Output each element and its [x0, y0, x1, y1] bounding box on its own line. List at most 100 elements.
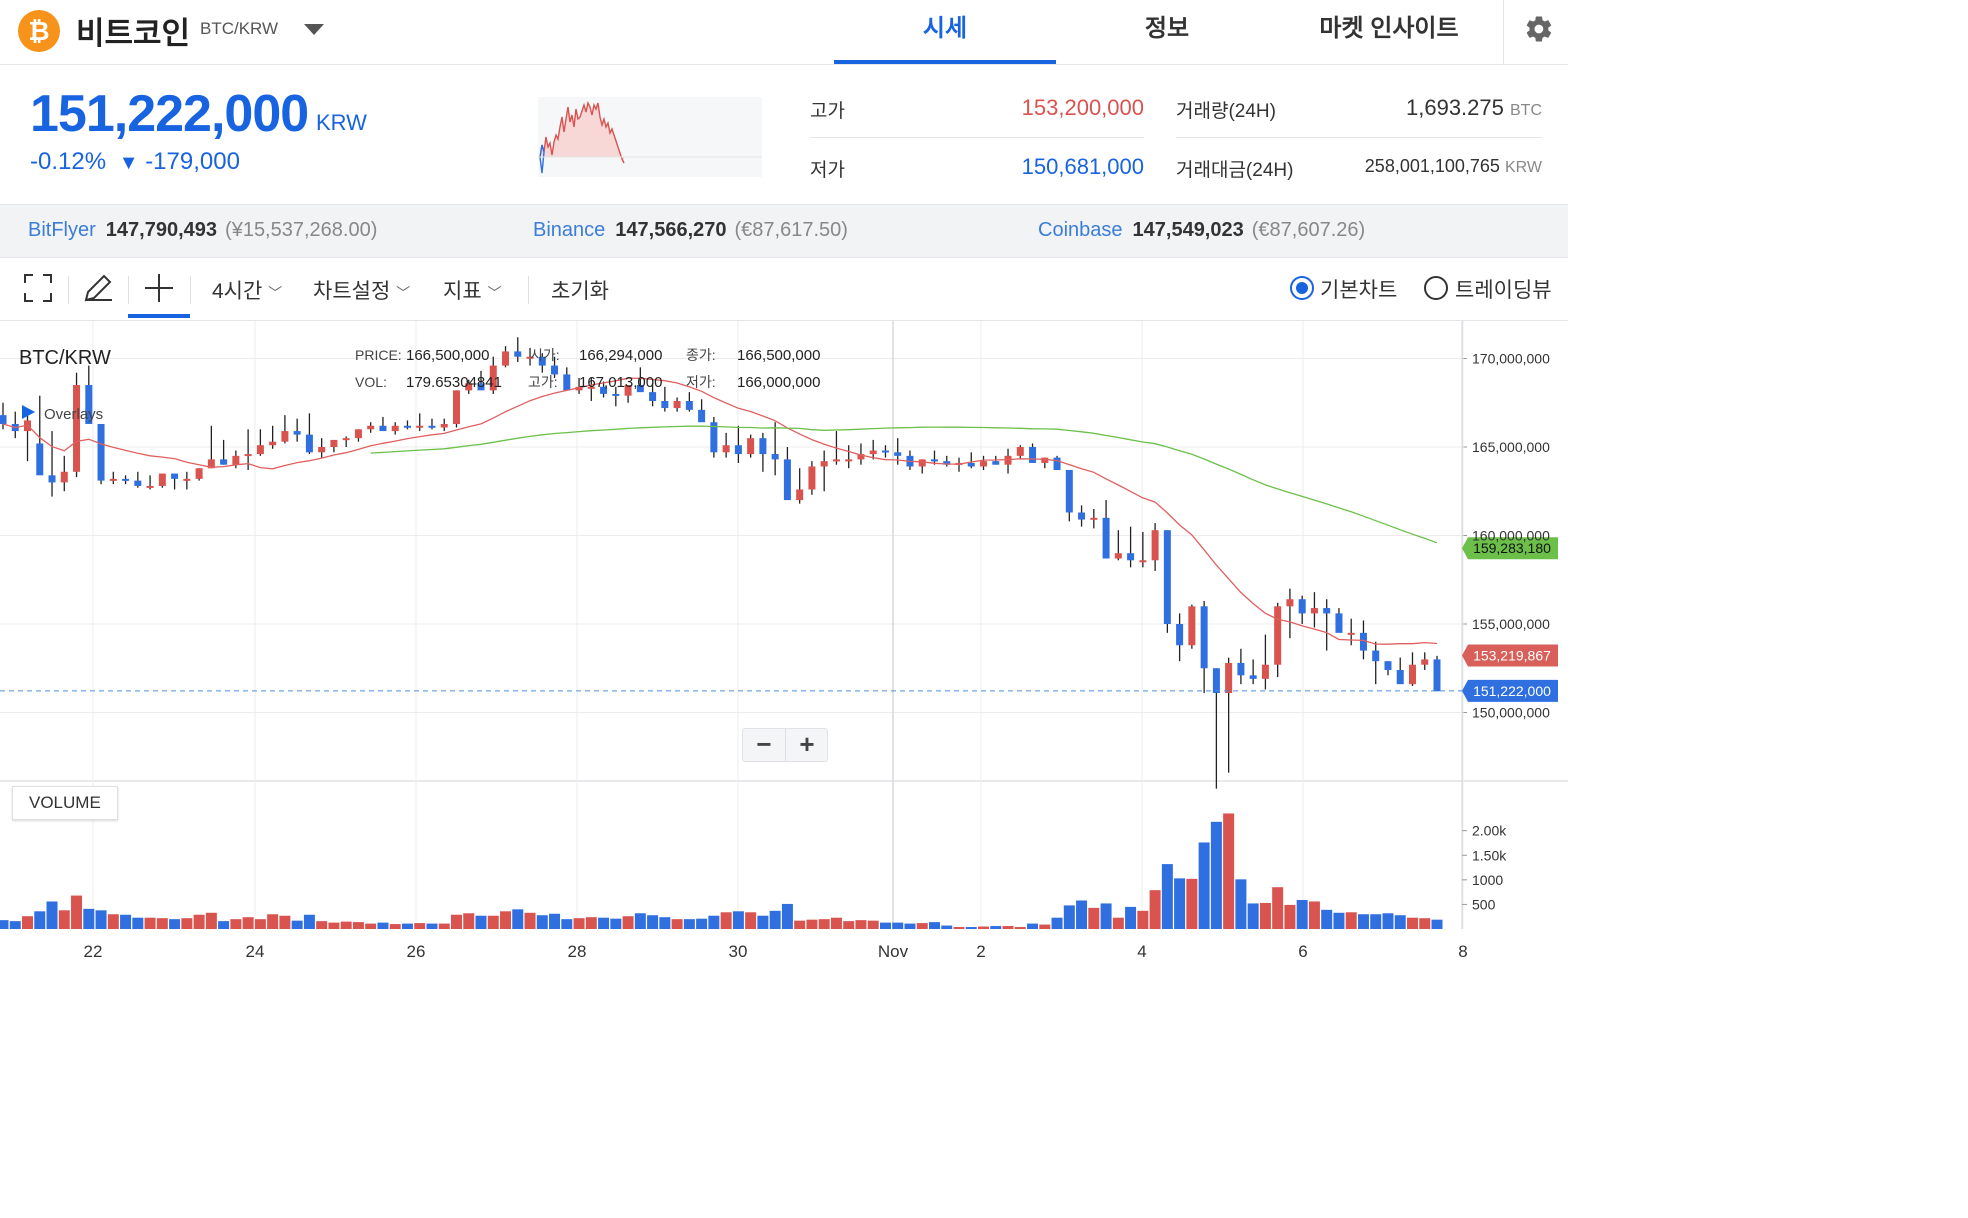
bitcoin-logo-icon: ₿ — [18, 10, 60, 52]
tradingview-radio[interactable] — [1424, 276, 1448, 300]
candle-body — [1359, 632, 1367, 651]
volume-bar — [1210, 821, 1222, 929]
candle-body — [0, 415, 7, 424]
candle-body — [600, 386, 608, 394]
volume-bar — [1223, 813, 1235, 929]
exchange-bitflyer[interactable]: BitFlyer 147,790,493 (¥15,537,268.00) — [28, 219, 377, 242]
volume-bar — [634, 913, 646, 929]
volume-bar — [892, 922, 904, 929]
pencil-icon[interactable] — [82, 272, 114, 304]
volume-bar — [352, 922, 364, 929]
price-tag-label: 159,283,180 — [1473, 540, 1551, 556]
turnover-label: 거래대금(24H) — [1176, 160, 1294, 181]
candle-body — [747, 438, 755, 455]
candle-body — [661, 400, 669, 409]
candle-body — [85, 385, 93, 424]
candle-body — [1176, 624, 1184, 646]
active-tool-indicator — [128, 314, 190, 318]
volume-bar — [855, 920, 867, 929]
volume-bar — [536, 915, 548, 929]
basic-chart-label[interactable]: 기본차트 — [1320, 279, 1398, 302]
volume-bar — [647, 915, 659, 929]
price-chart[interactable]: 159,283,180 153,219,867 151,222,000 170,00… — [0, 321, 1568, 970]
chart-settings-dropdown[interactable]: 차트설정 ﹀ — [313, 275, 410, 305]
volume-bar — [1039, 924, 1051, 929]
exchange-coinbase[interactable]: Coinbase 147,549,023 (€87,607.26) — [1038, 219, 1365, 242]
volume-bar — [120, 914, 132, 929]
tab-info[interactable]: 정보 — [1144, 15, 1190, 42]
volume-bar — [181, 918, 193, 929]
volume-bar — [1186, 878, 1198, 929]
volume-bar — [1321, 909, 1333, 929]
candle-body — [1029, 447, 1037, 463]
zoom-out-button[interactable]: − — [756, 729, 772, 759]
indicators-dropdown[interactable]: 지표 ﹀ — [443, 275, 501, 305]
play-icon[interactable] — [22, 405, 35, 419]
candle-body — [587, 386, 595, 389]
volume-bar — [978, 926, 990, 929]
high-label: 고가 — [810, 101, 845, 122]
exchange-converted: (€87,617.50) — [734, 219, 848, 241]
candle-body — [1433, 659, 1441, 692]
volume-bar — [450, 914, 462, 929]
candlestick-chart[interactable]: 159,283,180 153,219,867 151,222,000 170,00… — [0, 321, 1568, 970]
interval-label: 4시간 — [212, 280, 263, 303]
volume-unit: BTC — [1510, 102, 1542, 119]
candle-body — [1188, 606, 1196, 646]
tab-price[interactable]: 시세 — [834, 0, 1056, 64]
fullscreen-icon[interactable] — [22, 272, 54, 304]
exchange-price: 147,566,270 — [615, 219, 727, 241]
candle-body — [783, 459, 791, 501]
interval-dropdown[interactable]: 4시간 ﹀ — [212, 275, 282, 305]
candle-body — [1335, 613, 1343, 633]
exchange-price: 147,790,493 — [105, 219, 218, 241]
candle-body — [281, 431, 289, 442]
candle-body — [1016, 447, 1024, 456]
volume-bar — [1259, 902, 1271, 929]
chevron-down-icon[interactable] — [304, 24, 324, 35]
volume-bar — [671, 919, 683, 929]
tradingview-label[interactable]: 트레이딩뷰 — [1455, 279, 1552, 302]
basic-chart-radio[interactable] — [1290, 276, 1314, 300]
settings-button[interactable] — [1503, 0, 1569, 64]
overlays-label[interactable]: Overlays — [44, 406, 103, 423]
toolbar-divider — [528, 276, 529, 304]
candle-body — [244, 454, 252, 457]
candle-body — [48, 475, 56, 483]
candle-body — [759, 438, 767, 455]
candle-body — [477, 383, 485, 391]
candle-body — [97, 423, 105, 481]
volume-bar — [904, 923, 916, 929]
tab-market-insight[interactable]: 마켓 인사이트 — [1319, 15, 1459, 42]
candle-body — [722, 445, 730, 453]
volume-bar — [0, 920, 9, 929]
legend-price-label: PRICE: — [355, 347, 402, 363]
zoom-in-button[interactable]: + — [785, 729, 828, 761]
volume-bar — [843, 921, 855, 929]
volume-bar — [1382, 913, 1394, 929]
crosshair-icon[interactable] — [143, 272, 175, 304]
legend-high-value: 167,013,000 — [579, 374, 662, 391]
candle-body — [881, 450, 889, 453]
candle-body — [465, 383, 473, 391]
candle-body — [502, 351, 510, 366]
exchange-binance[interactable]: Binance 147,566,270 (€87,617.50) — [533, 219, 848, 242]
toolbar-divider — [68, 276, 69, 304]
legend-open-label: 시가: — [530, 347, 560, 363]
legend-close-value: 166,500,000 — [737, 347, 820, 364]
candle-body — [551, 365, 559, 375]
candle-body — [894, 452, 902, 456]
legend-vol-label: VOL: — [355, 374, 387, 390]
volume-bar — [1370, 914, 1382, 929]
candle-body — [820, 461, 828, 467]
candle-body — [734, 445, 742, 455]
volume-bar — [389, 924, 401, 929]
legend-low-label: 저가: — [686, 374, 716, 390]
ma-long-line — [370, 425, 1438, 544]
volume-bar — [1394, 915, 1406, 929]
candle-body — [195, 468, 203, 479]
candle-body — [649, 392, 657, 401]
reset-button[interactable]: 초기화 — [551, 280, 609, 303]
price-change: -0.12% ▼ -179,000 — [30, 148, 240, 176]
volume-bar — [1063, 905, 1075, 929]
